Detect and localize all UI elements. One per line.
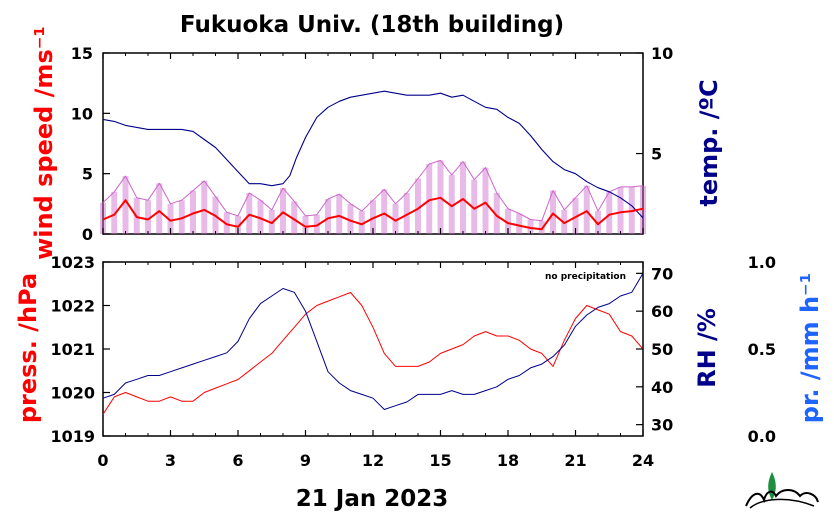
x-tick-label: 21 xyxy=(564,451,586,470)
x-tick-label: 12 xyxy=(362,451,384,470)
precip-tick-label: 1.0 xyxy=(748,253,776,272)
rh-series xyxy=(102,273,644,410)
wind-series xyxy=(102,196,644,231)
axis-ticks: 0 3 6 9 12 15 18 21 24 0 5 10 15 5 10 1019 1020 1021 1022 1… xyxy=(50,44,776,470)
pressure-tick-label: 1021 xyxy=(50,340,95,359)
wind-tick-label: 5 xyxy=(82,165,93,184)
x-tick-label: 6 xyxy=(232,451,243,470)
x-tick-label: 0 xyxy=(97,451,108,470)
wind-line xyxy=(102,196,644,231)
precip-tick-label: 0.5 xyxy=(748,340,776,359)
gust-line xyxy=(102,159,644,222)
wind-axis-label: wind speed /ms⁻¹ xyxy=(30,26,58,260)
date-label: 21 Jan 2023 xyxy=(296,486,449,512)
rh-tick-label: 70 xyxy=(651,264,673,283)
x-tick-label: 18 xyxy=(497,451,519,470)
rh-tick-label: 40 xyxy=(651,378,673,397)
temp-tick-label: 10 xyxy=(651,44,673,63)
temp-axis-label: temp. /ºC xyxy=(695,79,723,206)
rh-tick-label: 60 xyxy=(651,302,673,321)
pressure-tick-label: 1023 xyxy=(50,253,95,272)
chart-title: Fukuoka Univ. (18th building) xyxy=(180,12,564,38)
gust-series xyxy=(100,159,646,234)
pressure-tick-label: 1020 xyxy=(50,384,95,403)
pressure-axis-label: press. /hPa xyxy=(14,273,42,423)
pressure-tick-label: 1019 xyxy=(50,427,95,446)
x-tick-label: 24 xyxy=(632,451,654,470)
precip-tick-label: 0.0 xyxy=(748,427,776,446)
precip-note: no precipitation xyxy=(545,272,626,282)
temp-series xyxy=(102,90,644,219)
rh-axis-label: RH /% xyxy=(693,308,721,388)
bottom-panel-frame xyxy=(102,261,644,437)
rh-line xyxy=(102,273,644,410)
x-tick-label: 9 xyxy=(300,451,311,470)
wind-tick-label: 10 xyxy=(71,104,93,123)
pressure-series xyxy=(102,292,644,415)
x-tick-label: 3 xyxy=(165,451,176,470)
wind-tick-label: 15 xyxy=(71,44,93,63)
pressure-line xyxy=(102,292,644,415)
precip-axis-label: pr. /mm h⁻¹ xyxy=(796,273,824,423)
rh-tick-label: 50 xyxy=(651,340,673,359)
temp-line xyxy=(102,90,644,219)
wind-tick-label: 0 xyxy=(82,225,93,244)
rh-tick-label: 30 xyxy=(651,416,673,435)
pressure-tick-label: 1022 xyxy=(50,297,95,316)
x-tick-label: 15 xyxy=(429,451,451,470)
temp-tick-label: 5 xyxy=(651,145,662,164)
institution-logo xyxy=(745,472,819,509)
